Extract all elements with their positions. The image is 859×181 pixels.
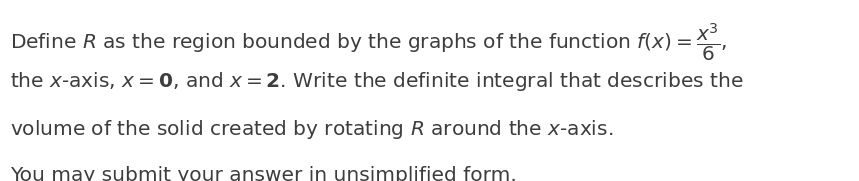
Text: Define $\mathit{R}$ as the region bounded by the graphs of the function $\mathit: Define $\mathit{R}$ as the region bounde… [10,22,728,64]
Text: You may submit your answer in unsimplified form.: You may submit your answer in unsimplifi… [10,166,517,181]
Text: volume of the solid created by rotating $\mathit{R}$ around the $\mathit{x}$-axi: volume of the solid created by rotating … [10,118,613,141]
Text: the $\mathit{x}$-axis, $\mathit{x} = \mathbf{0}$, and $\mathit{x} = \mathbf{2}$.: the $\mathit{x}$-axis, $\mathit{x} = \ma… [10,70,744,93]
